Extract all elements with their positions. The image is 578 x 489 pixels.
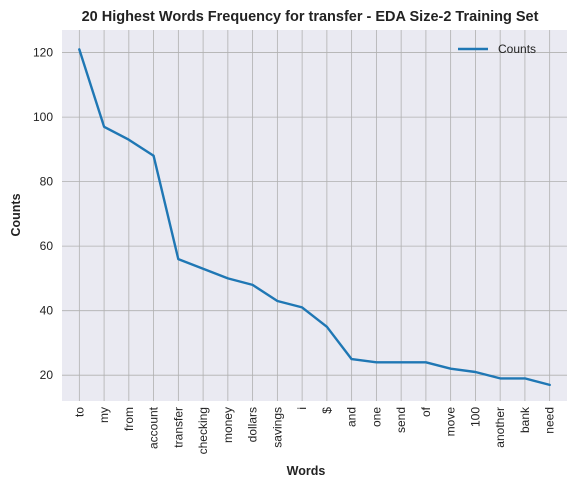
x-tick-labels: to my from account transfer checking money doll… (72, 406, 556, 454)
x-tick-label: $ (320, 407, 334, 414)
x-tick-label: and (345, 407, 359, 427)
x-tick-label: from (122, 407, 136, 431)
x-tick-label: 100 (468, 407, 482, 427)
y-tick-label: 120 (33, 46, 53, 60)
y-tick-labels: 20 40 60 80 100 120 (33, 46, 53, 383)
x-tick-label: move (444, 407, 458, 437)
x-tick-label: need (543, 407, 557, 434)
x-tick-label: dollars (246, 407, 260, 442)
x-tick-label: i (295, 407, 309, 410)
x-tick-label: my (97, 407, 111, 423)
x-tick-label: account (147, 406, 161, 449)
x-axis-label: Words (287, 464, 326, 478)
x-tick-label: transfer (171, 407, 185, 448)
chart-title: 20 Highest Words Frequency for transfer … (82, 9, 539, 25)
y-tick-label: 20 (40, 368, 54, 382)
y-tick-label: 40 (40, 304, 54, 318)
x-tick-label: bank (518, 406, 532, 433)
x-tick-label: another (493, 407, 507, 448)
y-tick-label: 100 (33, 110, 53, 124)
y-axis-label: Counts (9, 193, 23, 236)
x-tick-label: to (72, 407, 86, 417)
plot-area (62, 30, 567, 401)
x-tick-label: money (221, 407, 235, 443)
y-tick-label: 60 (40, 239, 54, 253)
y-tick-label: 80 (40, 175, 54, 189)
x-tick-label: one (369, 407, 383, 427)
legend-entry-counts: Counts (498, 42, 536, 56)
x-tick-label: savings (270, 407, 284, 448)
x-tick-label: send (394, 407, 408, 433)
x-tick-label: of (419, 406, 433, 417)
x-tick-label: checking (196, 407, 210, 454)
